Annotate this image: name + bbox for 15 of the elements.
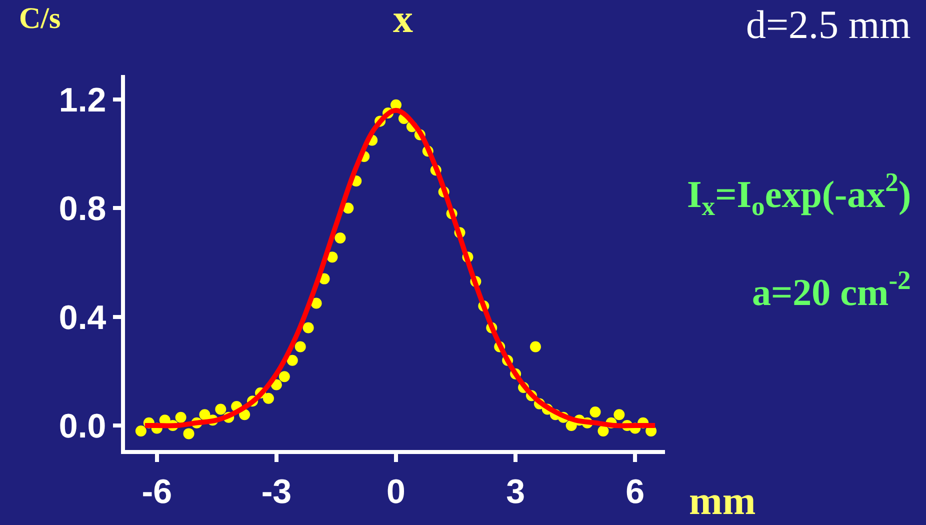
- chart-title: x: [393, 0, 413, 41]
- y-tick-label: 1.2: [58, 81, 106, 120]
- x-tick-label: 6: [626, 472, 645, 511]
- text: a=20 cm$^{-2}$: [752, 265, 911, 314]
- x-axis-title: mm: [689, 478, 756, 523]
- y-tick-label: 0.8: [58, 190, 106, 228]
- y-axis-title: C/s: [19, 2, 61, 35]
- x-tick-label: 0: [386, 472, 406, 511]
- y-tick-label: 0.4: [58, 298, 106, 337]
- x-tick-label: -6: [142, 472, 172, 511]
- text: I$_{x}$=I$_{o}$exp(-ax$^{2}$): [687, 167, 912, 221]
- x-tick-label: -3: [261, 472, 292, 511]
- text: d=2.5 mm: [746, 2, 911, 47]
- y-tick-label: 0.0: [58, 407, 106, 446]
- x-tick-label: 3: [506, 472, 526, 511]
